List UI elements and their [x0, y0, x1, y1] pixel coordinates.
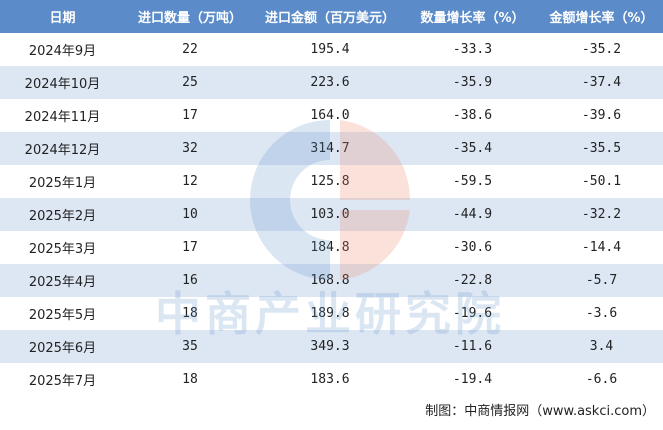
table-cell: -3.6	[585, 306, 618, 321]
table-row: 2024年11月 17 164.0 -38.6 -39.6	[0, 99, 663, 132]
table-cell: 12	[182, 174, 198, 189]
table-cell: 195.4	[310, 42, 350, 57]
table-cell: 2025年1月	[28, 176, 97, 191]
header-cell: 日期	[0, 0, 125, 33]
table-cell: 17	[182, 240, 198, 255]
header-cell: 进口数量（万吨）	[125, 0, 255, 33]
table-cell: 18	[182, 306, 198, 321]
table-cell: 18	[182, 372, 198, 387]
table-cell: 2025年7月	[28, 374, 97, 389]
table-cell: 2025年6月	[0, 330, 125, 363]
table-cell: -37.4	[540, 66, 663, 99]
table-cell: 35	[125, 330, 255, 363]
table-row: 2024年9月 22 195.4 -33.3 -35.2	[0, 33, 663, 66]
table-cell: 3.4	[540, 330, 663, 363]
header-cell: 进口金额（百万美元）	[255, 0, 405, 33]
table-cell: -19.4	[452, 372, 493, 387]
table-cell: -35.2	[581, 42, 622, 57]
table-row: 2025年3月 17 184.8 -30.6 -14.4	[0, 231, 663, 264]
table-cell: 2025年4月	[0, 264, 125, 297]
table-cell: 2024年11月	[24, 110, 101, 125]
table-cell: 349.3	[255, 330, 405, 363]
table-cell: 2025年3月	[28, 242, 97, 257]
table-cell: -14.4	[581, 240, 622, 255]
table-cell: -35.9	[405, 66, 540, 99]
table-cell: -35.4	[405, 132, 540, 165]
table-cell: 125.8	[310, 174, 350, 189]
header-cell: 金额增长率（%）	[540, 0, 663, 33]
header-cell: 数量增长率（%）	[405, 0, 540, 33]
table-cell: 183.6	[310, 372, 350, 387]
table-row: 2025年5月 18 189.8 -19.6 -3.6	[0, 297, 663, 330]
table-row: 2025年2月 10 103.0 -44.9 -32.2	[0, 198, 663, 231]
table-cell: -50.1	[581, 174, 622, 189]
table-cell: -32.2	[540, 198, 663, 231]
table-cell: 2025年2月	[0, 198, 125, 231]
table-cell: 2024年10月	[0, 66, 125, 99]
table-cell: -44.9	[405, 198, 540, 231]
table-cell: 184.8	[310, 240, 350, 255]
table-cell: 22	[182, 42, 198, 57]
table-cell: 168.8	[255, 264, 405, 297]
table-cell: 164.0	[310, 108, 350, 123]
table-cell: -5.7	[540, 264, 663, 297]
table-row: 2025年1月 12 125.8 -59.5 -50.1	[0, 165, 663, 198]
table-cell: 16	[125, 264, 255, 297]
table-cell: 314.7	[255, 132, 405, 165]
table-cell: 103.0	[255, 198, 405, 231]
table-cell: 189.8	[310, 306, 350, 321]
table-cell: 223.6	[255, 66, 405, 99]
table-cell: -33.3	[452, 42, 493, 57]
table-cell: -35.5	[540, 132, 663, 165]
table-cell: 25	[125, 66, 255, 99]
table-row: 2025年4月 16 168.8 -22.8 -5.7	[0, 264, 663, 297]
table-row: 2025年7月 18 183.6 -19.4 -6.6	[0, 363, 663, 396]
table-cell: -6.6	[585, 372, 618, 387]
table-cell: 10	[125, 198, 255, 231]
table-row: 2024年12月 32 314.7 -35.4 -35.5	[0, 132, 663, 165]
table-cell: -59.5	[452, 174, 493, 189]
header-row: 日期 进口数量（万吨） 进口金额（百万美元） 数量增长率（%） 金额增长率（%）	[0, 0, 663, 33]
table-cell: 2025年5月	[28, 308, 97, 323]
table-cell: -19.6	[452, 306, 493, 321]
table-cell: -39.6	[581, 108, 622, 123]
table-cell: -22.8	[405, 264, 540, 297]
table-cell: 2024年12月	[0, 132, 125, 165]
table-row: 2025年6月 35 349.3 -11.6 3.4	[0, 330, 663, 363]
data-table: 日期 进口数量（万吨） 进口金额（百万美元） 数量增长率（%） 金额增长率（%） 202…	[0, 0, 663, 396]
table-cell: 32	[125, 132, 255, 165]
table-cell: -30.6	[452, 240, 493, 255]
table-cell: 2024年9月	[28, 44, 97, 59]
table-cell: 17	[182, 108, 198, 123]
footer-note: 制图：中商情报网（www.askci.com）	[425, 404, 655, 419]
table-row: 2024年10月 25 223.6 -35.9 -37.4	[0, 66, 663, 99]
table-cell: -11.6	[405, 330, 540, 363]
table-cell: -38.6	[452, 108, 493, 123]
